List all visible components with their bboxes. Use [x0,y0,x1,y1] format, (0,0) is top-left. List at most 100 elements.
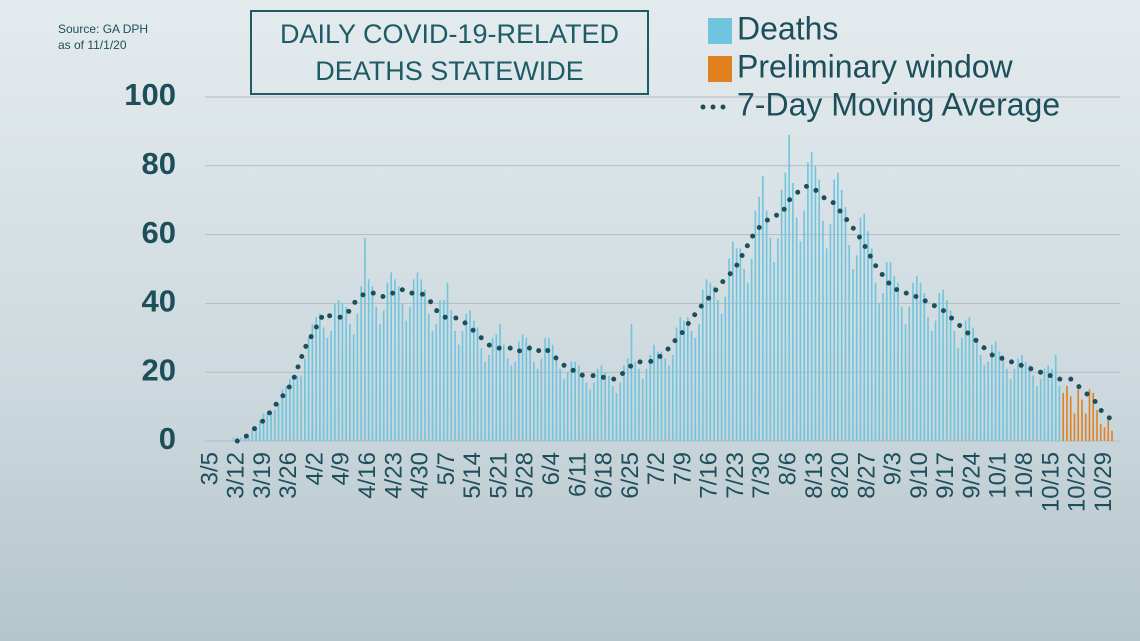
bar [829,224,832,441]
bar [630,324,633,441]
bar [964,320,967,441]
bar [1036,385,1038,441]
bar [1084,413,1087,441]
bar [758,196,760,441]
bar [844,207,847,441]
bar [859,217,862,441]
bar [255,427,257,441]
bar [1103,427,1106,441]
x-tick-label: 7/9 [669,452,696,485]
legend-swatch [708,18,732,44]
bar [386,282,389,441]
bar [833,179,835,441]
bar [409,306,411,441]
bar [701,289,704,441]
bar [660,351,663,441]
bar [465,313,468,441]
bar [322,327,325,441]
bar [822,220,824,441]
source: Source: GA DPH [58,22,149,36]
bar [262,413,265,441]
bar [533,361,535,441]
x-tick-label: 5/14 [459,452,486,499]
bar [446,282,449,441]
bar [563,379,565,441]
bar [927,317,929,441]
bar [946,299,948,441]
bar [885,262,888,441]
bar [904,324,907,441]
bar [300,375,302,441]
bar [559,368,561,441]
bar [360,286,362,441]
bar [536,368,539,441]
bar [668,365,670,441]
bar [814,165,817,442]
bar [412,279,415,441]
bar [683,320,685,441]
bar [799,241,802,441]
bar [1092,392,1095,441]
bar [743,269,745,441]
bar [998,351,1001,441]
bar [1054,355,1057,441]
x-tick-label: 10/22 [1064,452,1091,512]
bar [311,324,314,441]
bar [574,361,576,441]
bar [979,355,982,441]
bar [427,313,430,441]
bar [994,341,997,441]
bar [882,293,884,441]
bar [518,341,520,441]
bar [337,299,340,441]
bar [698,324,700,441]
bar [649,355,652,441]
bar [281,389,284,441]
bar [671,355,674,441]
bar [807,162,809,442]
bar [1009,379,1012,441]
y-tick-label: 100 [124,77,176,112]
y-tick-label: 80 [142,146,176,181]
bar [352,334,355,441]
x-tick-label: 7/16 [696,452,723,499]
bar [686,317,689,441]
bar [405,320,408,441]
x-tick-label: 5/7 [433,452,460,485]
bar [619,382,622,441]
bar [356,313,359,441]
bar [593,382,595,441]
bar [919,282,922,441]
bar [679,317,682,441]
y-tick-label: 20 [142,352,176,387]
bar [1032,375,1034,441]
bar [987,361,989,441]
bar [900,306,903,441]
bar [514,361,516,441]
bar [976,337,978,441]
bar [247,437,250,441]
bar [499,324,501,441]
bar [1062,392,1064,441]
bar [765,210,768,441]
bar [480,348,483,441]
bar [1096,410,1098,441]
bar [840,189,843,441]
bar [1028,365,1031,441]
bar [1081,399,1083,441]
x-tick-label: 10/29 [1090,452,1117,512]
bar [476,327,479,441]
bar [615,392,618,441]
bar [364,238,366,441]
bar [889,262,892,441]
bar [1099,423,1102,441]
bar [709,282,712,441]
bar [810,152,813,442]
bar [656,351,659,441]
bar [367,279,370,441]
bar [961,337,963,441]
bar [863,213,866,441]
bar [728,258,730,441]
bar [912,282,914,441]
bar [638,368,640,441]
